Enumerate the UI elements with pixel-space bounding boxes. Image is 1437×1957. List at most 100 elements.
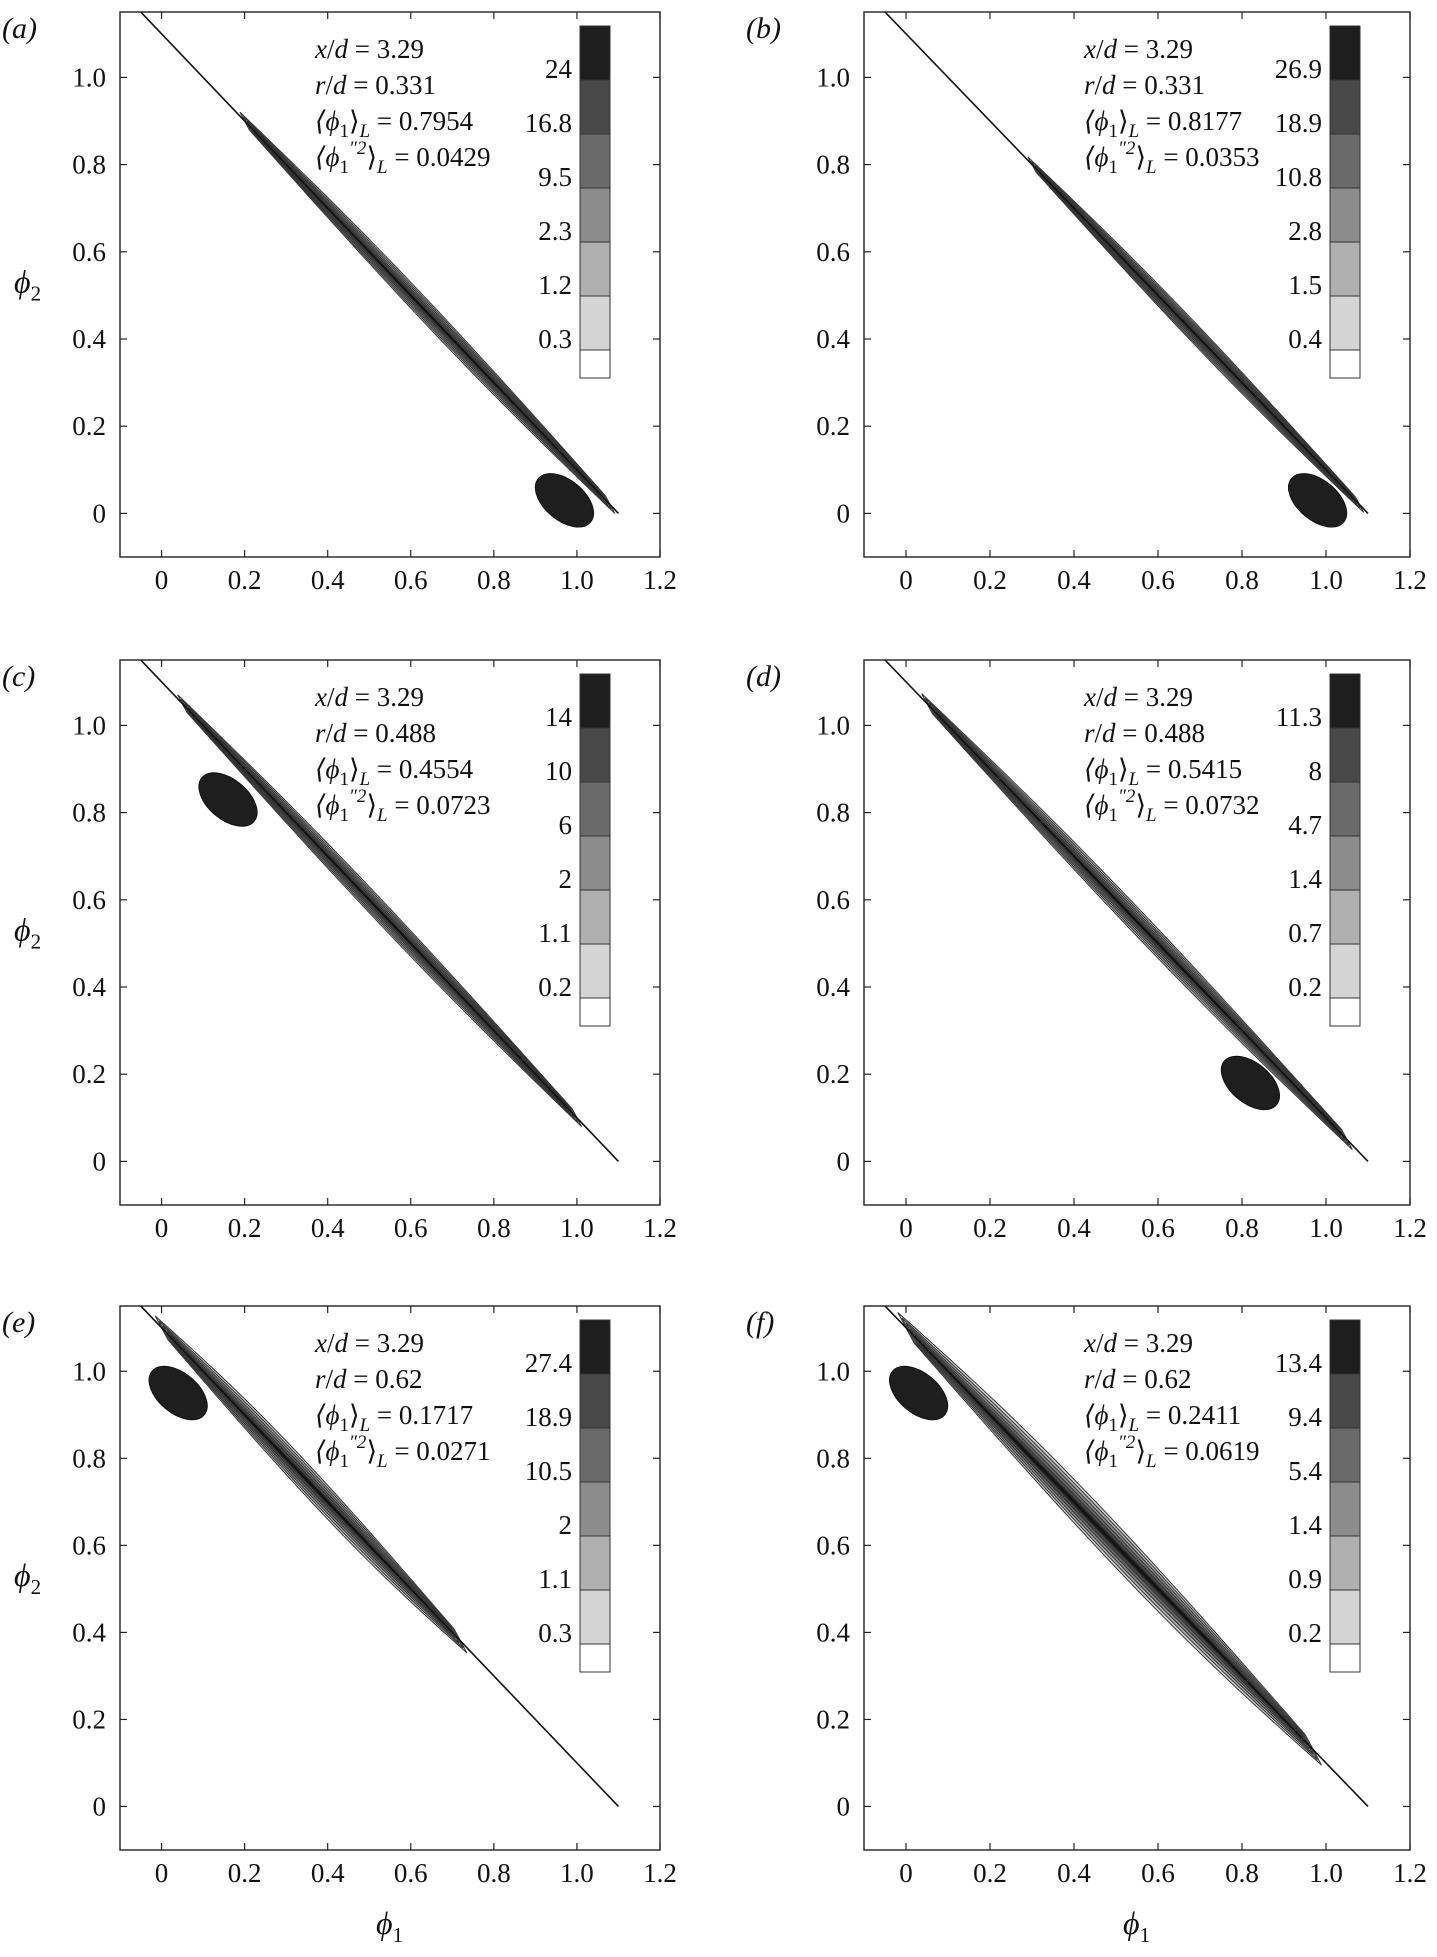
colorbar-swatch [1329,889,1361,945]
y-tick-label: 1.0 [816,710,850,740]
colorbar-label: 0.9 [1288,1564,1322,1594]
y-tick-label: 0.8 [72,798,106,828]
panel-tag: (e) [2,1306,35,1339]
pdf-peak [1288,473,1348,528]
y-tick-label: 1.0 [816,62,850,92]
x-tick-label: 0.4 [1057,1858,1091,1888]
colorbar-label: 9.5 [538,162,572,192]
colorbar-swatch [1329,1427,1361,1483]
x-tick-label: 1.2 [643,1858,677,1888]
x-tick-label: 0.2 [228,1213,262,1243]
annotation-3: ⟨ϕ1⟩L = 0.7954 [315,106,474,142]
colorbar-swatch [1329,25,1361,81]
x-tick-label: 0.4 [311,1858,345,1888]
colorbar-label: 0.2 [1288,972,1322,1002]
x-tick-label: 1.2 [1393,1213,1427,1243]
colorbar-swatch [1329,1319,1361,1375]
colorbar-label: 5.4 [1288,1456,1322,1486]
colorbar-label: 13.4 [1275,1348,1323,1378]
x-tick-label: 0 [155,1858,169,1888]
colorbar-swatch [579,673,611,729]
colorbar-label: 1.1 [538,918,572,948]
colorbar: 27.4 18.9 10.5 2 1.1 0.3 [510,1316,620,1673]
y-tick-label: 0.2 [816,1704,850,1734]
colorbar-label: 1.1 [538,1564,572,1594]
colorbar-label: 18.9 [525,1402,572,1432]
annotation-1: x/d = 3.29 [314,682,424,712]
colorbar-label: 14 [545,702,573,732]
y-tick-label: 1.0 [72,1356,106,1386]
pdf-peak [198,772,258,827]
y-tick-label: 0 [837,498,851,528]
panel-a: 0 0.2 0.4 0.6 0.8 1.0 1.2 0 0.2 0.4 0.6 0.8 1.0 (a) x/… [2,11,677,595]
pdf-peak [148,1365,208,1421]
x-tick-label: 1.0 [1309,1213,1343,1243]
colorbar-swatch-white [1329,1643,1361,1673]
annotation-3: ⟨ϕ1⟩L = 0.4554 [315,754,474,790]
colorbar-label: 2 [559,864,573,894]
x-tick-label: 0.4 [311,565,345,595]
x-tick-label: 0.8 [477,1213,511,1243]
y-tick-label: 0.6 [816,885,850,915]
colorbar-swatch [1329,835,1361,891]
colorbar-swatch-white [579,997,611,1027]
y-tick-label: 0.8 [72,150,106,180]
colorbar-swatch [1329,673,1361,729]
colorbar-swatch [1329,133,1361,189]
y-tick-label: 0 [837,1791,851,1821]
reference-line [883,12,1369,514]
plot-frame [863,11,1411,558]
annotation-4: ⟨ϕ1″2⟩L = 0.0353 [1084,138,1260,178]
colorbar-swatch [1329,1535,1361,1591]
annotation-4: ⟨ϕ1″2⟩L = 0.0429 [315,138,491,178]
x-axis-label: ϕ1 [1123,1905,1150,1947]
annotation-4: ⟨ϕ1″2⟩L = 0.0723 [315,786,491,826]
x-tick-label: 0.6 [1141,565,1175,595]
plot-frame [863,1305,1411,1851]
colorbar-label: 1.4 [1288,864,1322,894]
y-tick-label: 0.8 [72,1443,106,1473]
y-tick-label: 0.4 [816,1617,850,1647]
y-tick-label: 1.0 [72,710,106,740]
colorbar-swatch [1329,187,1361,243]
panel-tag: (a) [2,12,37,45]
annotation-2: r/d = 0.62 [315,1364,423,1394]
colorbar: 26.9 18.9 10.8 2.8 1.5 0.4 [1260,22,1370,379]
colorbar-swatch [579,79,611,135]
x-tick-label: 0.4 [311,1213,345,1243]
colorbar-swatch [579,727,611,783]
colorbar-label: 2.8 [1288,216,1322,246]
colorbar-swatch [579,133,611,189]
panel-c: 0 0.2 0.4 0.6 0.8 1.0 1.2 0 0.2 0.4 0.6 0.8 1.0 (c) x/… [2,659,677,1243]
x-tick-label: 0.8 [1225,565,1259,595]
colorbar-swatch [579,1427,611,1483]
x-tick-label: 0.8 [477,1858,511,1888]
colorbar-label: 1.4 [1288,1510,1322,1540]
panel-tag: (f) [746,1306,774,1339]
colorbar-label: 11.3 [1276,702,1322,732]
colorbar-label: 0.2 [538,972,572,1002]
annotation-2: r/d = 0.62 [1084,1364,1192,1394]
colorbar-swatch [579,1319,611,1375]
annotation-3: ⟨ϕ1⟩L = 0.1717 [315,1400,473,1436]
x-tick-label: 0.6 [1141,1213,1175,1243]
y-tick-label: 0.4 [72,1617,106,1647]
annotation-2: r/d = 0.331 [315,70,436,100]
panel-tag: (d) [746,660,781,693]
colorbar-swatch [579,295,611,351]
y-axis-label: ϕ2 [14,912,41,954]
plot-frame [119,659,661,1206]
y-tick-label: 0.2 [816,1059,850,1089]
annotation-3: ⟨ϕ1⟩L = 0.2411 [1084,1400,1241,1436]
colorbar-swatch [579,1373,611,1429]
y-tick-label: 0.6 [72,1530,106,1560]
y-tick-label: 0.6 [72,237,106,267]
colorbar-swatch [579,1481,611,1537]
colorbar-swatch-white [579,349,611,379]
colorbar-label: 27.4 [525,1348,573,1378]
annotation-1: x/d = 3.29 [314,1328,424,1358]
colorbar-swatch [579,781,611,837]
colorbar: 14 10 6 2 1.1 0.2 [510,670,620,1027]
colorbar-swatch [1329,1373,1361,1429]
x-tick-label: 0.8 [477,565,511,595]
